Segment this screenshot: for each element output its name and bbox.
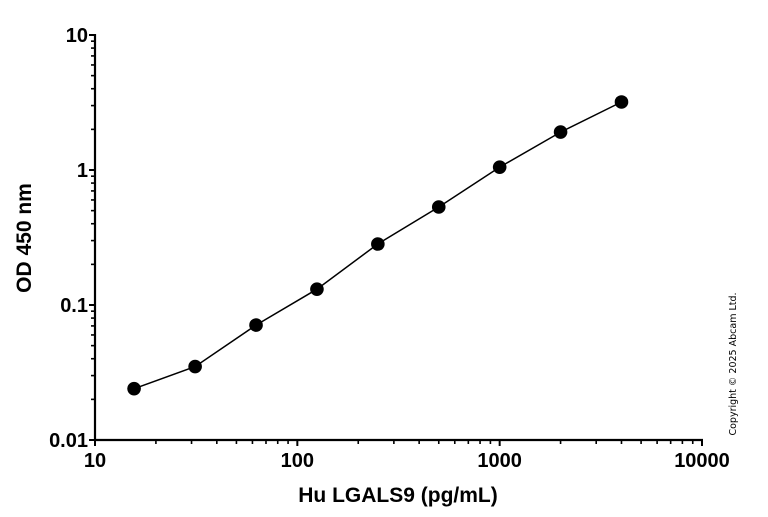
y-axis: 0.01 0.1 1 10 bbox=[49, 25, 97, 452]
data-point-marker bbox=[431, 200, 446, 214]
x-tick-label: 100 bbox=[281, 450, 314, 472]
y-tick-label: 0.1 bbox=[60, 295, 88, 317]
data-point-marker bbox=[188, 359, 202, 374]
x-tick-label: 1000 bbox=[477, 450, 522, 472]
y-tick-label: 1 bbox=[77, 160, 88, 182]
copyright-notice: Copyright © 2025 Abcam Ltd. bbox=[728, 292, 739, 435]
data-point-marker bbox=[127, 381, 141, 396]
data-point-marker bbox=[310, 282, 324, 296]
data-point-marker bbox=[249, 318, 263, 332]
data-point-marker bbox=[553, 125, 568, 139]
x-axis: 10 100 1000 10000 bbox=[84, 438, 730, 472]
y-tick-label: 0.01 bbox=[49, 430, 88, 452]
x-axis-title: Hu LGALS9 (pg/mL) bbox=[298, 484, 497, 507]
x-tick-label: 10 bbox=[84, 450, 106, 472]
plot-area bbox=[127, 95, 629, 396]
data-point-marker bbox=[614, 95, 629, 109]
y-axis-title: OD 450 nm bbox=[13, 183, 36, 293]
y-tick-label: 10 bbox=[66, 25, 88, 47]
x-tick-label: 10000 bbox=[674, 450, 730, 472]
data-point-marker bbox=[371, 237, 385, 251]
data-point-marker bbox=[492, 160, 507, 174]
